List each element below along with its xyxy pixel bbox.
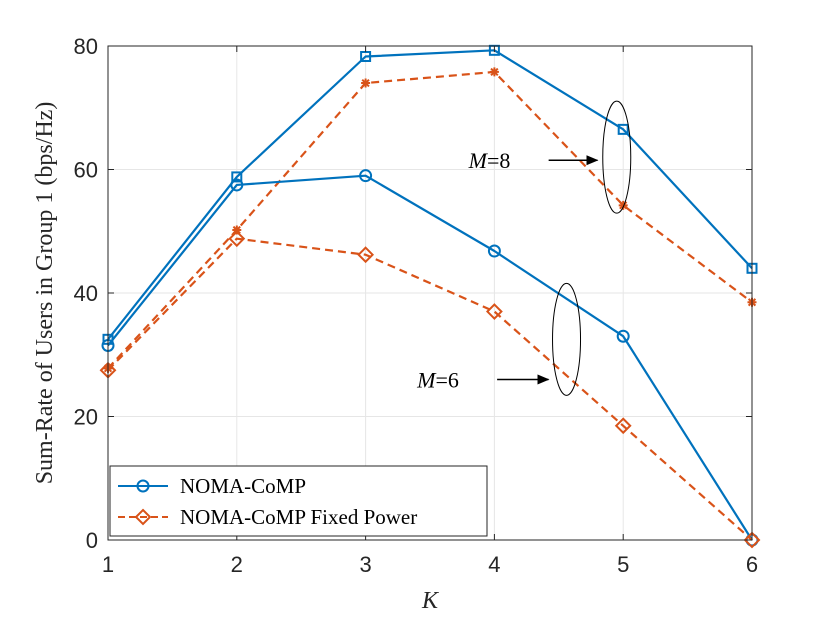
series-diamond-M6 <box>99 230 761 549</box>
annotation-label: M=6 <box>416 367 459 392</box>
legend-marker-circle <box>136 479 150 493</box>
y-tick-label: 40 <box>74 281 98 306</box>
marker-diamond <box>743 531 761 549</box>
x-tick-label: 5 <box>617 552 629 577</box>
marker-circle <box>616 329 630 343</box>
marker-square <box>617 123 629 135</box>
series-line <box>107 237 753 541</box>
x-tick-label: 4 <box>488 552 500 577</box>
marker-asterisk <box>232 225 242 235</box>
marker-asterisk <box>618 200 628 210</box>
marker-circle <box>359 169 373 183</box>
marker-circle <box>487 244 501 258</box>
marker-diamond <box>485 303 503 320</box>
annotation-ellipse <box>602 100 632 214</box>
y-tick-label: 80 <box>74 34 98 59</box>
marker-diamond <box>357 246 375 264</box>
annotation-M6: M=6 <box>416 282 582 396</box>
legend-label-fixed-power: NOMA-CoMP Fixed Power <box>180 505 417 529</box>
annotation-label: M=8 <box>468 148 511 173</box>
series-line <box>107 49 753 340</box>
y-tick-label: 60 <box>74 158 98 183</box>
legend-label-noma-comp: NOMA-CoMP <box>180 474 306 498</box>
marker-diamond <box>614 417 632 435</box>
series-line <box>107 174 753 541</box>
marker-asterisk <box>489 67 499 77</box>
legend-box <box>109 465 488 537</box>
x-tick-label: 3 <box>359 552 371 577</box>
marker-square <box>231 171 243 183</box>
x-tick-label: 2 <box>231 552 243 577</box>
annotation-ellipse <box>552 282 582 396</box>
legend: NOMA-CoMP NOMA-CoMP Fixed Power <box>109 465 488 537</box>
x-tick-label: 1 <box>102 552 114 577</box>
marker-circle <box>230 178 244 192</box>
x-axis-title: K <box>421 588 440 614</box>
marker-asterisk <box>361 78 371 88</box>
annotations: M=8 M=6 <box>416 100 632 396</box>
legend-marker-diamond <box>134 508 152 526</box>
y-tick-label: 0 <box>86 528 98 553</box>
series-line <box>107 70 753 370</box>
x-tick-label: 6 <box>746 552 758 577</box>
y-tick-label: 20 <box>74 405 98 430</box>
annotation-M8: M=8 <box>468 100 632 214</box>
y-axis-title: Sum-Rate of Users in Group 1 (bps/Hz) <box>32 102 58 485</box>
marker-diamond <box>228 230 246 248</box>
